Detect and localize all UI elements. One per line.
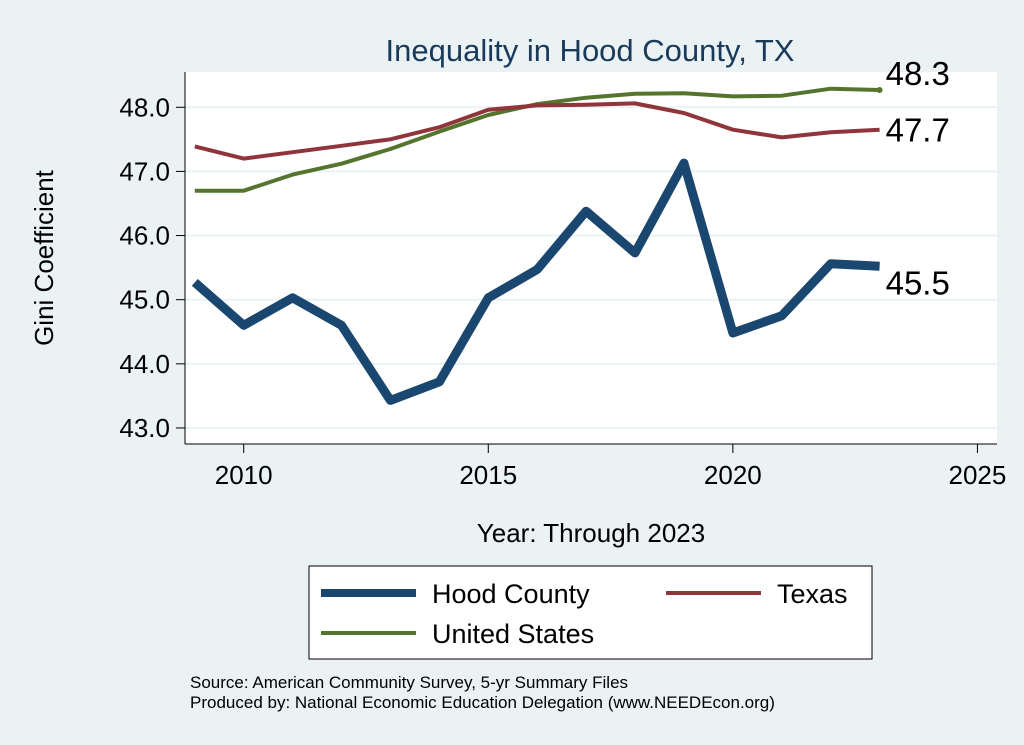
y-tick-label: 43.0	[119, 413, 170, 443]
grid-lines	[185, 106, 997, 429]
series-group	[191, 86, 883, 405]
producer-note: Produced by: National Economic Education…	[190, 693, 775, 712]
x-tick-label: 2025	[949, 460, 1007, 490]
y-tick-label: 45.0	[119, 285, 170, 315]
legend-label-united-states: United States	[432, 619, 594, 649]
source-note: Source: American Community Survey, 5-yr …	[190, 673, 628, 692]
x-tick-label: 2010	[215, 460, 273, 490]
x-tick-label: 2015	[459, 460, 517, 490]
end-value-label-hood-county: 45.5	[886, 264, 950, 301]
y-axis: 43.0 44.0 45.0 46.0 47.0 48.0	[119, 72, 186, 444]
plot-area	[185, 72, 997, 444]
y-tick-label: 48.0	[119, 92, 170, 122]
y-axis-label: Gini Coefficient	[29, 169, 59, 346]
chart-title: Inequality in Hood County, TX	[386, 33, 795, 68]
y-tick-label: 47.0	[119, 156, 170, 186]
y-tick-label: 44.0	[119, 349, 170, 379]
x-tick-label: 2020	[704, 460, 762, 490]
series-line-hood-county	[191, 158, 880, 405]
legend-label-texas: Texas	[777, 579, 848, 609]
legend-label-hood-county: Hood County	[432, 579, 590, 609]
end-value-label-united-states: 48.3	[886, 55, 950, 92]
series-end-marker-united-states	[876, 86, 883, 93]
end-value-label-texas: 47.7	[886, 112, 950, 149]
legend: Hood County Texas United States	[308, 565, 873, 660]
x-axis: 2010 2015 2020 2025	[185, 443, 1007, 490]
legend-box	[308, 565, 873, 660]
series-line-texas	[194, 101, 880, 161]
end-labels: 45.5 47.7 48.3	[886, 55, 950, 301]
x-axis-label: Year: Through 2023	[477, 518, 705, 548]
y-tick-label: 46.0	[119, 221, 170, 251]
